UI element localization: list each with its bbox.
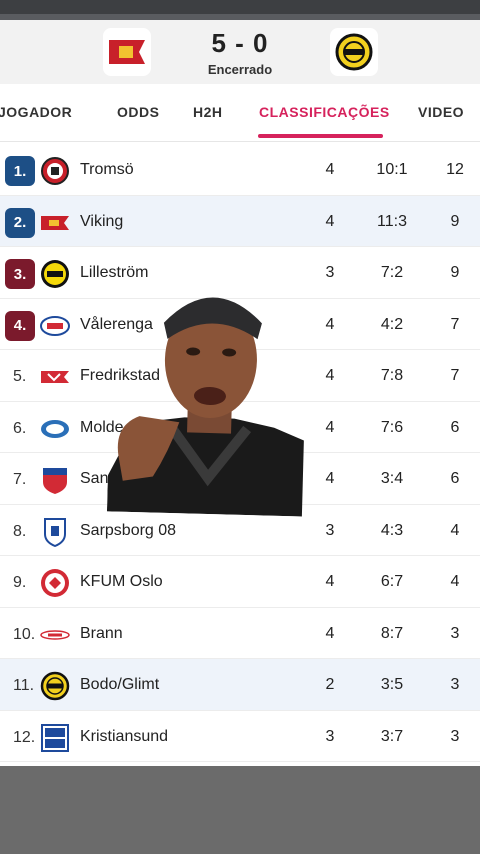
team-name: Tromsö xyxy=(80,161,134,178)
goals-value: 7:2 xyxy=(380,264,404,281)
table-row[interactable]: 12. Kristiansund 3 3:7 3 xyxy=(0,710,480,762)
position-number: 5. xyxy=(13,368,27,385)
points-value: 7 xyxy=(450,315,460,333)
molde-crest-icon xyxy=(41,419,69,438)
team-name: Fredrikstad xyxy=(80,367,161,384)
bodo-glimt-crest-icon xyxy=(40,671,70,701)
team-name: Bodo/Glimt xyxy=(80,676,160,693)
active-tab-indicator xyxy=(258,134,383,138)
points-value: 6 xyxy=(450,418,460,436)
match-score: 5 - 0 xyxy=(211,28,269,58)
position-badge: 3. xyxy=(5,259,35,289)
goals-value: 3:7 xyxy=(380,727,404,745)
tab-video[interactable]: VIDEO xyxy=(418,104,465,120)
points-value: 3 xyxy=(450,727,460,745)
played-value: 3 xyxy=(325,264,335,281)
valerenga-crest-icon xyxy=(40,315,70,336)
team-name: Viking xyxy=(80,212,124,230)
kristiansund-crest-icon xyxy=(41,723,69,752)
table-row[interactable]: 10. Brann 4 8:7 3 xyxy=(0,607,480,659)
table-row[interactable]: 2. Viking 4 11:3 9 xyxy=(0,195,480,247)
tab-h2h[interactable]: H2H xyxy=(193,104,223,120)
points-value: 3 xyxy=(450,676,460,693)
goals-value: 8:7 xyxy=(380,624,404,642)
played-value: 3 xyxy=(325,727,335,745)
played-value: 4 xyxy=(325,470,335,487)
position-number: 10. xyxy=(13,625,36,643)
played-value: 3 xyxy=(325,521,335,539)
position-number: 7. xyxy=(13,471,27,488)
points-value: 7 xyxy=(450,367,460,384)
position-number: 11. xyxy=(13,677,35,694)
points-value: 9 xyxy=(450,264,460,281)
played-value: 4 xyxy=(325,624,335,642)
bodo-glimt-crest-icon xyxy=(335,33,373,71)
goals-value: 7:8 xyxy=(380,367,404,384)
position-badge: 2. xyxy=(5,207,35,238)
points-value: 4 xyxy=(450,521,460,539)
brann-crest-icon xyxy=(40,629,70,640)
goals-value: 11:3 xyxy=(377,212,407,230)
kfum-oslo-crest-icon xyxy=(41,569,69,597)
goals-value: 3:4 xyxy=(380,470,404,487)
position-number: 12. xyxy=(13,728,36,746)
position-number: 9. xyxy=(13,574,27,591)
played-value: 4 xyxy=(325,161,335,178)
tab-bar: JOGADOR ODDS H2H CLASSIFICAÇÕES VIDEO xyxy=(0,84,480,142)
viking-crest-icon xyxy=(41,215,69,230)
tromso-crest-icon xyxy=(41,157,69,185)
played-value: 4 xyxy=(325,573,335,590)
table-row[interactable]: 3. Lilleström 3 7:2 9 xyxy=(0,247,480,299)
team-name: Molde xyxy=(80,418,124,436)
team-name: Vålerenga xyxy=(80,315,153,333)
points-value: 6 xyxy=(450,470,460,487)
position-number: 8. xyxy=(13,522,27,540)
status-bar-edge xyxy=(0,14,480,20)
played-value: 4 xyxy=(325,367,335,384)
presenter-video-overlay xyxy=(106,297,304,517)
played-value: 2 xyxy=(325,676,335,693)
team-name: Brann xyxy=(80,624,123,642)
played-value: 4 xyxy=(325,212,335,230)
tab-odds[interactable]: ODDS xyxy=(117,104,160,120)
position-badge: 4. xyxy=(5,310,35,341)
position-badge: 1. xyxy=(5,156,35,186)
goals-value: 3:5 xyxy=(380,676,404,693)
played-value: 4 xyxy=(325,418,335,436)
lillestrom-crest-icon xyxy=(41,260,69,288)
sandefjord-crest-icon xyxy=(43,468,67,494)
home-team-crest[interactable] xyxy=(103,28,151,76)
table-row[interactable]: 11. Bodo/Glimt 2 3:5 3 xyxy=(0,659,480,711)
position-number: 6. xyxy=(13,419,27,437)
points-value: 3 xyxy=(450,624,460,642)
goals-value: 7:6 xyxy=(380,418,404,436)
score-header: 5 - 0 Encerrado xyxy=(0,20,480,84)
match-status: Encerrado xyxy=(207,62,273,77)
goals-value: 4:2 xyxy=(380,315,404,333)
tab-jogador[interactable]: JOGADOR xyxy=(0,104,73,120)
points-value: 12 xyxy=(446,161,464,178)
team-name: Kristiansund xyxy=(80,727,169,745)
goals-value: 10:1 xyxy=(376,161,408,178)
points-value: 9 xyxy=(450,212,460,230)
sarpsborg-crest-icon xyxy=(44,517,66,547)
goals-value: 6:7 xyxy=(380,573,404,590)
team-name: KFUM Oslo xyxy=(80,573,163,590)
played-value: 4 xyxy=(325,315,335,333)
points-value: 4 xyxy=(450,573,460,590)
viking-crest-icon xyxy=(109,40,145,64)
table-row[interactable]: 1. Tromsö 4 10:1 12 xyxy=(0,144,480,196)
team-name: Sarpsborg 08 xyxy=(80,521,177,539)
table-row[interactable]: 9. KFUM Oslo 4 6:7 4 xyxy=(0,556,480,608)
fredrikstad-crest-icon xyxy=(41,371,69,383)
team-name: Lilleström xyxy=(80,264,149,281)
goals-value: 4:3 xyxy=(380,521,404,539)
table-row[interactable]: 8. Sarpsborg 08 3 4:3 4 xyxy=(0,504,480,556)
tab-classificacoes[interactable]: CLASSIFICAÇÕES xyxy=(259,104,390,120)
away-team-crest[interactable] xyxy=(330,28,378,76)
